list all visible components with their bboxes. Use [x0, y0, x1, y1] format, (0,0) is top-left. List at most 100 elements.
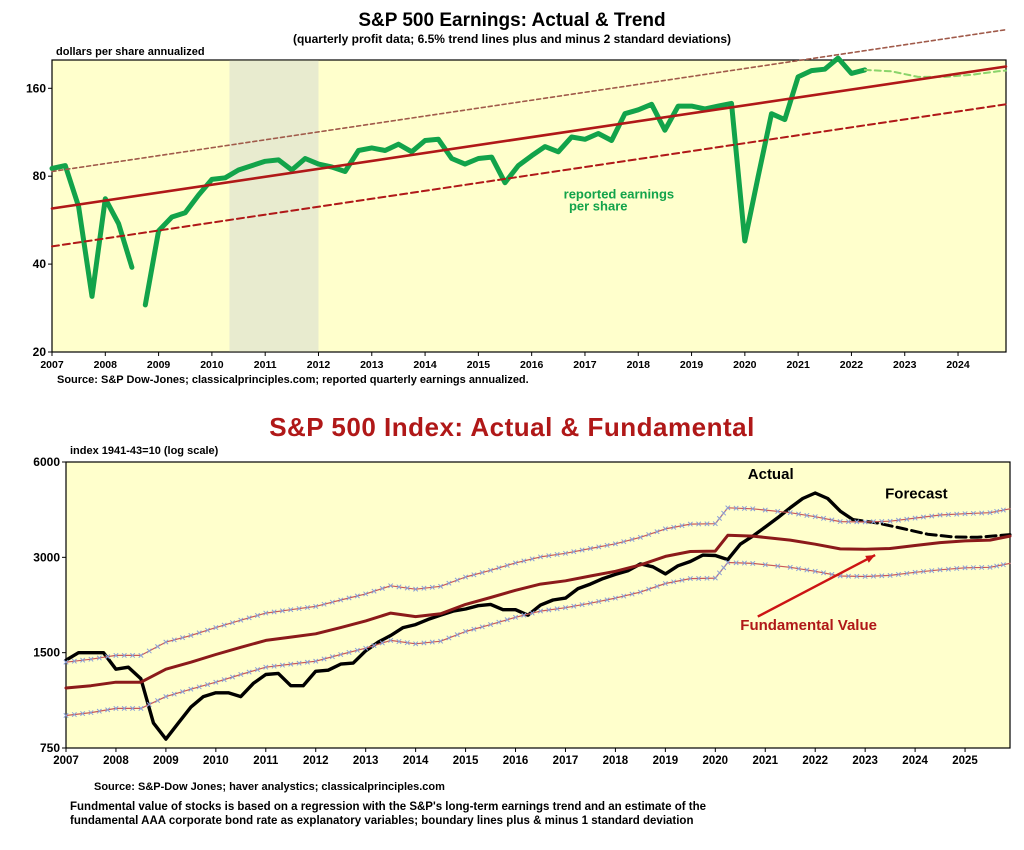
- x-tick-label: 2007: [40, 359, 64, 371]
- series-marker: [571, 603, 577, 609]
- x-tick-label: 2024: [946, 359, 970, 371]
- series-marker: [820, 570, 827, 576]
- x-tick-label: 2020: [733, 359, 757, 371]
- series-marker: [454, 632, 460, 638]
- series-marker: [130, 652, 136, 658]
- series-marker: [96, 655, 102, 661]
- series-marker: [804, 567, 810, 573]
- footnote-line-1: Fundmental value of stocks is based on a…: [70, 801, 707, 813]
- series-marker: [637, 534, 643, 540]
- series-marker: [845, 573, 852, 579]
- series-marker: [812, 514, 818, 520]
- series-marker: [987, 564, 993, 570]
- series-marker: [521, 612, 527, 618]
- series-line-forecast: [851, 518, 1012, 539]
- series-marker: [712, 575, 718, 581]
- series-marker: [179, 689, 186, 695]
- series-marker: [662, 580, 668, 587]
- series-marker: [954, 565, 960, 572]
- series-marker: [554, 551, 560, 558]
- series-marker: [496, 619, 502, 625]
- series-marker: [671, 579, 677, 585]
- series-marker: [854, 519, 860, 525]
- series-marker: [629, 536, 635, 543]
- series-marker: [329, 599, 335, 605]
- series-marker: [88, 710, 94, 716]
- y-tick-label: 6000: [33, 455, 60, 469]
- x-tick-label: 2017: [573, 359, 597, 371]
- series-marker: [725, 559, 731, 566]
- series-marker: [862, 519, 868, 525]
- series-marker: [820, 515, 827, 521]
- series-marker: [371, 643, 377, 649]
- series-marker: [88, 656, 94, 662]
- series-marker: [671, 524, 677, 530]
- series-marker: [637, 589, 643, 595]
- series-marker: [146, 648, 152, 654]
- fundamental-arrow: [757, 553, 876, 618]
- series-marker: [263, 610, 269, 616]
- chart-annotation: Actual: [748, 466, 794, 483]
- series-marker: [346, 595, 352, 601]
- x-tick-label: 2010: [203, 755, 229, 767]
- series-marker: [213, 679, 219, 685]
- series-marker: [554, 606, 560, 612]
- series-marker: [471, 572, 477, 578]
- series-marker: [879, 573, 885, 579]
- series-marker: [163, 639, 169, 645]
- x-tick-label: 2025: [952, 755, 978, 767]
- series-marker: [413, 641, 419, 647]
- series-marker: [721, 565, 727, 571]
- series-marker: [646, 586, 652, 592]
- earnings-chart-title: S&P 500 Earnings: Actual & Trend: [358, 10, 666, 31]
- series-marker: [733, 560, 739, 566]
- series-marker: [562, 550, 569, 556]
- series-marker: [512, 614, 519, 620]
- series-marker: [246, 615, 252, 621]
- series-marker: [404, 640, 410, 646]
- series-marker: [446, 635, 452, 641]
- footnote-line-2: fundamental AAA corporate bond rate as e…: [70, 815, 694, 827]
- series-marker: [929, 513, 935, 519]
- series-marker: [313, 603, 319, 609]
- y-tick-label: 20: [33, 345, 47, 359]
- series-marker: [733, 505, 739, 511]
- series-marker: [288, 607, 294, 613]
- series-marker: [379, 585, 385, 592]
- series-line-fundamental-value: [64, 533, 1012, 690]
- y-tick-label: 40: [33, 257, 47, 271]
- series-marker: [171, 637, 177, 643]
- series-marker: [904, 570, 910, 576]
- series-marker: [146, 701, 152, 708]
- x-tick-label: 2019: [680, 359, 704, 371]
- series-marker: [920, 514, 926, 520]
- x-tick-label: 2009: [153, 755, 179, 767]
- series-marker: [363, 645, 369, 651]
- series-marker: [105, 707, 111, 713]
- x-tick-label: 2012: [307, 359, 331, 371]
- series-marker: [546, 553, 552, 559]
- series-marker: [238, 671, 244, 678]
- series-marker: [762, 562, 768, 568]
- series-marker: [696, 521, 702, 527]
- x-tick-label: 2023: [852, 755, 878, 767]
- series-marker: [596, 598, 602, 605]
- series-marker: [521, 558, 527, 564]
- series-marker: [329, 654, 335, 660]
- series-marker: [221, 677, 227, 683]
- series-marker: [979, 564, 985, 571]
- series-marker: [712, 521, 718, 527]
- series-marker: [396, 638, 402, 645]
- series-marker: [321, 656, 327, 662]
- series-marker: [716, 570, 723, 576]
- series-marker: [654, 529, 660, 535]
- series-marker: [80, 711, 86, 717]
- series-marker: [504, 617, 510, 623]
- series-marker: [429, 639, 435, 645]
- series-marker: [155, 697, 161, 704]
- index-chart: 750 1500 3000 6000 2007 2008 2009 2010 2011 2012 2…: [33, 455, 1012, 767]
- series-marker: [304, 659, 310, 665]
- series-marker: [313, 658, 319, 664]
- series-marker: [96, 708, 102, 714]
- series-marker: [895, 571, 902, 577]
